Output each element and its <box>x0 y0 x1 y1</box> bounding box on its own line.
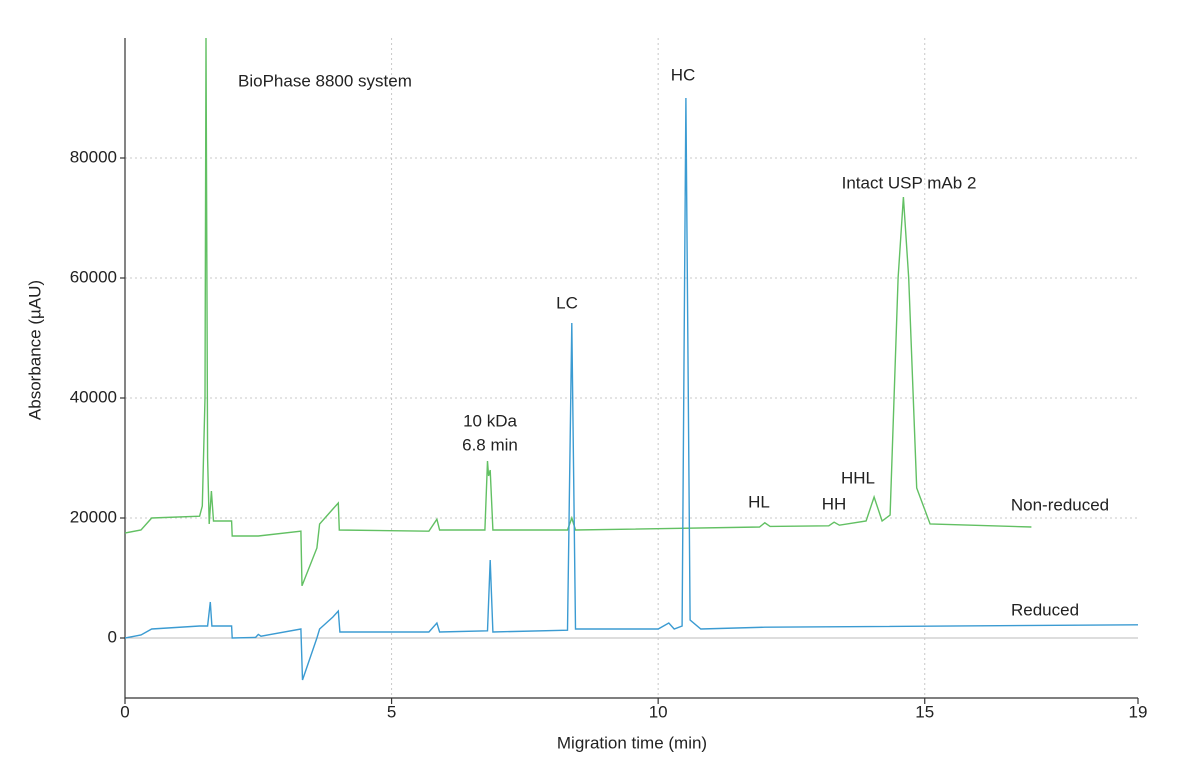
y-axis-label: Absorbance (µAU) <box>25 280 44 420</box>
x-axis-label: Migration time (min) <box>557 733 707 752</box>
y-tick-label: 40000 <box>70 387 117 406</box>
x-tick-label: 5 <box>387 702 396 721</box>
annotation: LC <box>556 293 578 312</box>
x-tick-label: 0 <box>120 702 129 721</box>
annotation: BioPhase 8800 system <box>238 71 412 90</box>
series-line <box>125 38 1032 587</box>
y-tick-label: 20000 <box>70 507 117 526</box>
annotation: HHL <box>841 468 875 487</box>
x-tick-label: 15 <box>915 702 934 721</box>
annotation: 10 kDa <box>463 411 517 430</box>
annotation: Intact USP mAb 2 <box>842 173 977 192</box>
y-tick-label: 60000 <box>70 267 117 286</box>
legend-label: Reduced <box>1011 600 1079 619</box>
legend-label: Non-reduced <box>1011 495 1109 514</box>
annotation: HH <box>822 494 847 513</box>
x-tick-label: 19 <box>1129 702 1148 721</box>
y-tick-label: 0 <box>108 627 117 646</box>
y-tick-label: 80000 <box>70 147 117 166</box>
series-line <box>125 97 1138 681</box>
annotation: HL <box>748 492 770 511</box>
annotation: HC <box>671 65 696 84</box>
annotation: 6.8 min <box>462 435 518 454</box>
x-tick-label: 10 <box>649 702 668 721</box>
